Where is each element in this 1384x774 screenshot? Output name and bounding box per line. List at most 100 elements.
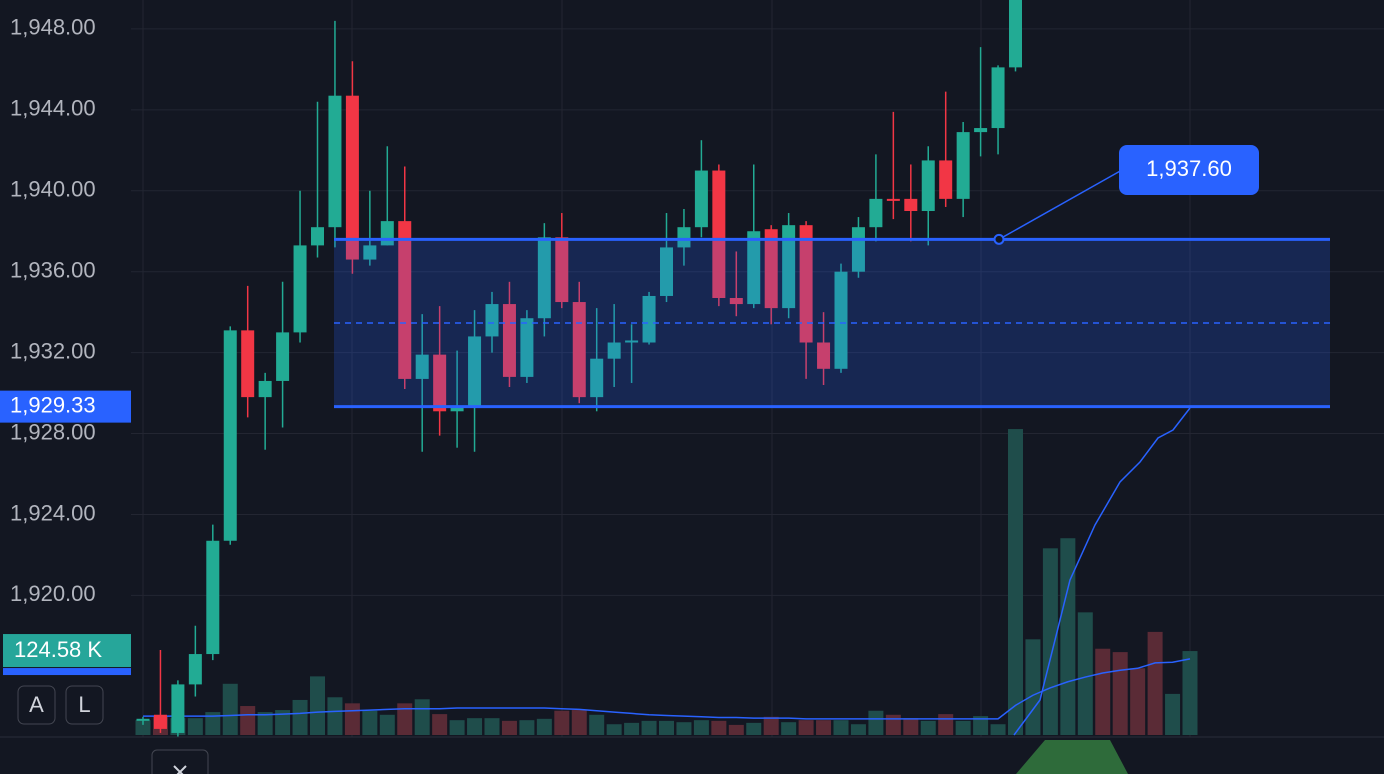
candle-body (276, 332, 290, 381)
close-icon[interactable] (173, 765, 187, 774)
volume-bar (781, 722, 797, 735)
candle-body (694, 170, 708, 228)
volume-bar (1165, 693, 1181, 735)
volume-bar (536, 718, 552, 735)
candle-body (660, 247, 673, 296)
candle-body (311, 227, 324, 246)
volume-bar (484, 718, 500, 735)
volume-bar (1112, 652, 1128, 735)
y-tick-label: 1,944.00 (10, 96, 96, 121)
volume-bar (240, 706, 256, 735)
log-button[interactable] (65, 685, 104, 725)
volume-bar (1060, 538, 1076, 735)
volume-bar (571, 710, 587, 735)
candle-body (886, 198, 900, 201)
candle-body (537, 237, 551, 319)
y-tick-label: 1,924.00 (10, 500, 96, 525)
volume-bar (1077, 612, 1093, 735)
toolbar-button[interactable] (151, 749, 209, 774)
button-label[interactable]: L (78, 692, 90, 717)
candle-body (642, 295, 656, 343)
candle-body (258, 380, 272, 398)
volume-bar (135, 720, 151, 735)
volume-bar (885, 714, 901, 735)
volume-bar (868, 710, 884, 735)
y-tick-label: 1,932.00 (10, 338, 96, 363)
volume-bar (973, 716, 989, 735)
toolbar-shape (1016, 740, 1128, 774)
callout-label: 1,937.60 (1146, 156, 1232, 181)
candle-body (345, 95, 359, 260)
volume-bar (257, 712, 273, 735)
volume-bar (1042, 548, 1058, 735)
volume-bar (624, 722, 640, 735)
candle-body (328, 95, 342, 228)
volume-label-underline (3, 668, 131, 676)
candle-body (363, 245, 377, 260)
candle-body (921, 160, 935, 212)
volume-bar (187, 718, 203, 735)
volume-bar (414, 699, 430, 735)
volume-bar (606, 724, 622, 735)
candle-body (991, 67, 1005, 129)
volume-bar (1008, 429, 1023, 735)
candles (136, 0, 1022, 737)
volume-bar (449, 720, 465, 735)
candle-body (485, 304, 499, 337)
candle-body (572, 302, 586, 398)
candle-body (817, 342, 831, 369)
volume-bar (1130, 668, 1146, 735)
candle-body (974, 128, 988, 133)
volume-bar (1095, 648, 1111, 735)
callout-box (1119, 145, 1259, 195)
candle-body (555, 237, 569, 303)
volume-bar (362, 710, 378, 735)
candle-body (677, 227, 691, 248)
y-tick-label: 1,936.00 (10, 258, 96, 283)
volume-bar (920, 720, 936, 735)
volume-bar (850, 724, 866, 735)
volume-ma (143, 658, 1191, 720)
price-label: 1,929.33 (10, 392, 96, 417)
volume-bar (432, 714, 448, 735)
auto-button[interactable] (17, 685, 56, 725)
indicator-line (1013, 407, 1191, 736)
candle-body (747, 231, 761, 305)
volume-bar (763, 716, 779, 735)
volume-bar (467, 718, 483, 735)
volume-bar (728, 724, 744, 735)
y-tick-label: 1,940.00 (10, 177, 96, 202)
candle-body (799, 225, 813, 343)
candle-body (153, 714, 167, 729)
volume-bar (1182, 651, 1198, 735)
anchor-point (993, 233, 1005, 245)
candle-body (433, 354, 447, 412)
volume-bar (554, 710, 570, 735)
candle-body (939, 160, 953, 199)
volume-bar (903, 718, 919, 735)
volume-bar (938, 714, 954, 735)
volume-bar (397, 703, 413, 735)
button-label[interactable]: A (29, 692, 44, 717)
volume-bar (990, 724, 1006, 735)
candle-body (590, 358, 604, 398)
candle-body (904, 198, 918, 212)
volume-pane (135, 429, 1198, 735)
price-axis: 1,920.00 1,924.00 1,928.00 1,932.00 1,936.00… (0, 15, 131, 676)
candle-body (223, 330, 237, 541)
volume-label: 124.58 K (14, 637, 102, 662)
candle-body (869, 198, 883, 228)
overlay: 1,937.60 (334, 145, 1330, 409)
candle-body (764, 229, 778, 309)
candle-body (468, 336, 482, 408)
candle-body (834, 271, 848, 369)
volume-bar (693, 720, 709, 735)
volume-bar (1147, 631, 1163, 735)
volume-bar (711, 720, 727, 735)
volume-bar (519, 720, 535, 735)
candle-body (782, 225, 796, 309)
volume-bar (205, 712, 221, 735)
volume-bar (589, 714, 605, 735)
volume-bar (501, 720, 517, 735)
